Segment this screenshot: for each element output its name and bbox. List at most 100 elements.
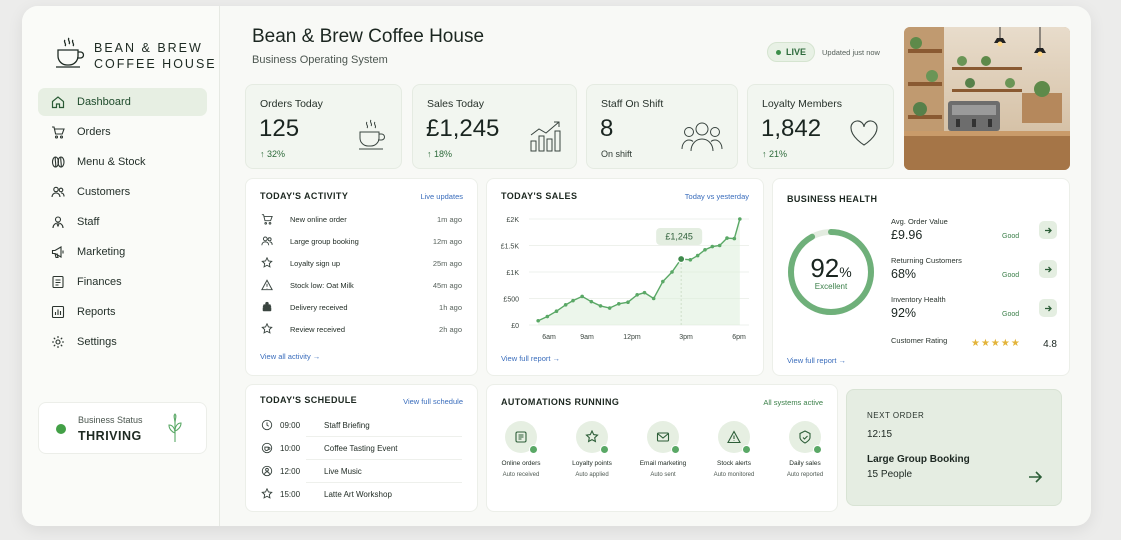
x-tick-label: 3pm bbox=[679, 334, 693, 341]
sprout-icon bbox=[166, 413, 184, 448]
automation-item[interactable]: Daily sales Auto reported bbox=[772, 421, 838, 478]
schedule-item[interactable]: 10:00 Coffee Tasting Event bbox=[260, 438, 462, 458]
activity-item[interactable]: Stock low: Oat Milk 45m ago bbox=[260, 276, 462, 294]
automation-name: Online orders bbox=[501, 460, 541, 467]
automation-item[interactable]: Stock alerts Auto monitored bbox=[701, 421, 767, 478]
view-full-schedule-link[interactable]: View full schedule bbox=[403, 397, 463, 406]
users-icon bbox=[50, 184, 66, 200]
data-point bbox=[563, 303, 568, 307]
metric-rating: Good bbox=[1002, 233, 1020, 240]
sidebar-item-label: Finances bbox=[77, 276, 122, 288]
callout-bubble bbox=[656, 228, 703, 246]
sidebar-nav: Dashboard Orders Menu & Stock Customers … bbox=[38, 88, 207, 358]
sales-chart-card: TODAY'S SALES Today vs yesterday £0 £500 £… bbox=[486, 178, 764, 376]
package-icon bbox=[260, 300, 274, 314]
stat-label: Sales Today bbox=[427, 98, 485, 110]
metric-value: 68% bbox=[891, 267, 917, 281]
sidebar-item-reports[interactable]: Reports bbox=[38, 298, 207, 326]
sidebar: BEAN & BREW COFFEE HOUSE Dashboard Order… bbox=[22, 6, 220, 526]
activity-item[interactable]: Large group booking 12m ago bbox=[260, 232, 462, 250]
metric-label: Inventory Health bbox=[891, 295, 946, 304]
live-label: LIVE bbox=[785, 47, 806, 57]
schedule-item[interactable]: 09:00 Staff Briefing bbox=[260, 415, 462, 435]
arrow-right-icon[interactable] bbox=[1025, 467, 1045, 492]
data-point bbox=[738, 217, 742, 221]
automation-name: Email marketing bbox=[639, 460, 687, 467]
sidebar-item-settings[interactable]: Settings bbox=[38, 328, 207, 356]
schedule-card: TODAY'S SCHEDULE View full schedule 09:0… bbox=[245, 384, 478, 512]
sidebar-item-menu-stock[interactable]: Menu & Stock bbox=[38, 148, 207, 176]
view-all-activity-link[interactable]: View all activity → bbox=[260, 352, 321, 361]
brand-logo[interactable]: BEAN & BREW COFFEE HOUSE bbox=[54, 36, 217, 75]
rating-stars-icon: ★★★★★ bbox=[971, 338, 1021, 349]
sidebar-item-customers[interactable]: Customers bbox=[38, 178, 207, 206]
data-point bbox=[571, 298, 575, 303]
health-score-gauge bbox=[788, 229, 874, 315]
ledger-icon bbox=[50, 274, 66, 290]
cart-icon bbox=[50, 124, 66, 140]
arrow-right-icon[interactable] bbox=[1039, 221, 1057, 239]
star-icon bbox=[260, 487, 274, 501]
arrow-right-icon[interactable] bbox=[1039, 260, 1057, 278]
sidebar-item-dashboard[interactable]: Dashboard bbox=[38, 88, 207, 116]
stat-card-orders[interactable]: Orders Today 125 ↑ 32% bbox=[245, 84, 402, 169]
data-point bbox=[725, 236, 729, 240]
next-order-card[interactable]: NEXT ORDER 12:15 Large Group Booking 15 … bbox=[846, 389, 1062, 506]
stat-card-staff[interactable]: Staff On Shift 8 On shift bbox=[586, 84, 738, 169]
schedule-time: 12:00 bbox=[280, 466, 301, 476]
metric-rating: Good bbox=[1002, 311, 1020, 318]
activity-text: Large group booking bbox=[290, 236, 359, 246]
live-updates-link[interactable]: Live updates bbox=[420, 192, 463, 201]
stat-change: ↑ 18% bbox=[427, 149, 453, 159]
activity-item[interactable]: New online order 1m ago bbox=[260, 210, 462, 228]
health-metric-avg-order: Avg. Order Value £9.96 Good bbox=[891, 217, 1057, 247]
sidebar-item-label: Customers bbox=[77, 186, 131, 198]
stat-value: 1,842 bbox=[761, 115, 822, 142]
stat-change: ↑ 32% bbox=[260, 149, 286, 159]
x-tick-label: 6am bbox=[542, 334, 556, 341]
stat-card-sales[interactable]: Sales Today £1,245 ↑ 18% bbox=[412, 84, 577, 169]
sidebar-item-label: Staff bbox=[77, 216, 100, 228]
activity-item[interactable]: Delivery received 1h ago bbox=[260, 298, 462, 316]
stat-label: Orders Today bbox=[260, 98, 323, 110]
sidebar-item-marketing[interactable]: Marketing bbox=[38, 238, 207, 266]
data-point bbox=[642, 290, 647, 295]
schedule-time: 09:00 bbox=[280, 420, 301, 430]
activity-text: New online order bbox=[290, 214, 347, 224]
schedule-item[interactable]: 12:00 Live Music bbox=[260, 461, 462, 481]
coffee-cup-icon bbox=[260, 441, 274, 455]
customer-rating-value: 4.8 bbox=[1043, 339, 1057, 350]
schedule-event: Live Music bbox=[324, 466, 362, 476]
y-tick-label: £1K bbox=[507, 270, 520, 277]
today-vs-yesterday-link[interactable]: Today vs yesterday bbox=[684, 192, 749, 201]
sidebar-item-finances[interactable]: Finances bbox=[38, 268, 207, 296]
star-icon bbox=[260, 322, 274, 336]
stat-value: £1,245 bbox=[426, 115, 500, 142]
divider bbox=[306, 482, 462, 483]
automation-item[interactable]: Loyalty points Auto applied bbox=[559, 421, 625, 478]
page-subtitle: Business Operating System bbox=[252, 54, 388, 66]
report-icon bbox=[789, 421, 822, 454]
activity-item[interactable]: Loyalty sign up 25m ago bbox=[260, 254, 462, 272]
data-point bbox=[670, 270, 674, 274]
data-point bbox=[661, 279, 665, 284]
sidebar-item-staff[interactable]: Staff bbox=[38, 208, 207, 236]
arrow-right-icon[interactable] bbox=[1039, 299, 1057, 317]
stat-label: Loyalty Members bbox=[762, 98, 842, 110]
activity-item[interactable]: Review received 2h ago bbox=[260, 320, 462, 338]
automation-status: Auto applied bbox=[575, 472, 609, 478]
cart-icon bbox=[260, 212, 274, 226]
sidebar-item-label: Dashboard bbox=[77, 96, 131, 108]
stat-change: On shift bbox=[601, 149, 633, 159]
view-full-report-link[interactable]: View full report → bbox=[501, 354, 561, 363]
sidebar-item-orders[interactable]: Orders bbox=[38, 118, 207, 146]
automation-item[interactable]: Email marketing Auto sent bbox=[630, 421, 696, 478]
stat-change-value: 18% bbox=[434, 149, 453, 159]
automation-item[interactable]: Online orders Auto received bbox=[488, 421, 554, 478]
all-systems-active-status[interactable]: All systems active bbox=[763, 398, 823, 407]
stat-card-loyalty[interactable]: Loyalty Members 1,842 ↑ 21% bbox=[747, 84, 894, 169]
customer-rating-label: Customer Rating bbox=[891, 336, 948, 345]
next-order-time: 12:15 bbox=[867, 429, 893, 440]
view-full-report-link[interactable]: View full report → bbox=[787, 356, 847, 365]
schedule-item[interactable]: 15:00 Latte Art Workshop bbox=[260, 484, 462, 504]
